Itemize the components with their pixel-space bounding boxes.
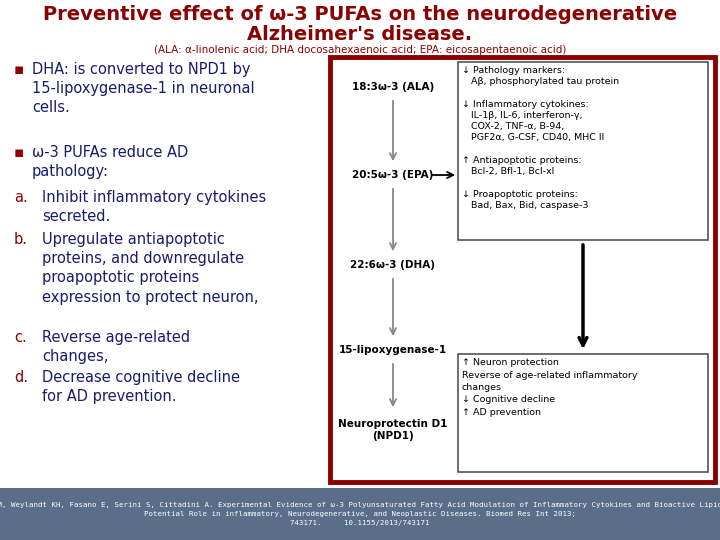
Text: b.: b.	[14, 232, 28, 247]
Text: 15-lipoxygenase-1: 15-lipoxygenase-1	[339, 345, 447, 355]
Text: DHA: is converted to NPD1 by
15-lipoxygenase-1 in neuronal
cells.: DHA: is converted to NPD1 by 15-lipoxyge…	[32, 62, 255, 116]
Text: ↑ Neuron protection
Reverse of age-related inflammatory
changes
↓ Cognitive decl: ↑ Neuron protection Reverse of age-relat…	[462, 358, 637, 417]
Text: Preventive effect of ω-3 PUFAs on the neurodegenerative: Preventive effect of ω-3 PUFAs on the ne…	[43, 5, 677, 24]
Text: a.: a.	[14, 190, 28, 205]
Bar	[458, 62, 708, 240]
Text: Reverse age-related
changes,: Reverse age-related changes,	[42, 330, 190, 364]
Text: Neuroprotectin D1
(NPD1): Neuroprotectin D1 (NPD1)	[338, 419, 448, 441]
Text: 18:3ω-3 (ALA): 18:3ω-3 (ALA)	[352, 82, 434, 92]
Text: Decrease cognitive decline
for AD prevention.: Decrease cognitive decline for AD preven…	[42, 370, 240, 404]
Text: ▪: ▪	[14, 62, 24, 77]
Text: Calviello G, Su HM, Weylandt KH, Fasano E, Serini S, Cittadini A. Experimental E: Calviello G, Su HM, Weylandt KH, Fasano …	[0, 503, 720, 525]
Text: 22:6ω-3 (DHA): 22:6ω-3 (DHA)	[351, 260, 436, 270]
Text: c.: c.	[14, 330, 27, 345]
Text: ω-3 PUFAs reduce AD
pathology:: ω-3 PUFAs reduce AD pathology:	[32, 145, 188, 179]
Text: Alzheimer's disease.: Alzheimer's disease.	[248, 25, 472, 44]
Text: ▪: ▪	[14, 145, 24, 160]
Text: 20:5ω-3 (EPA): 20:5ω-3 (EPA)	[352, 170, 433, 180]
Text: (ALA: α-linolenic acid; DHA docosahexaenoic acid; EPA: eicosapentaenoic acid): (ALA: α-linolenic acid; DHA docosahexaen…	[154, 45, 566, 55]
Text: Inhibit inflammatory cytokines
secreted.: Inhibit inflammatory cytokines secreted.	[42, 190, 266, 224]
Text: Upregulate antiapoptotic
proteins, and downregulate
proapoptotic proteins
expres: Upregulate antiapoptotic proteins, and d…	[42, 232, 258, 305]
Text: d.: d.	[14, 370, 28, 385]
Text: ↓ Pathology markers:
   Aβ, phosphorylated tau protein

↓ Inflammatory cytokines: ↓ Pathology markers: Aβ, phosphorylated …	[462, 66, 619, 210]
Bar	[330, 57, 715, 482]
Bar	[458, 354, 708, 472]
Bar	[0, 488, 720, 540]
